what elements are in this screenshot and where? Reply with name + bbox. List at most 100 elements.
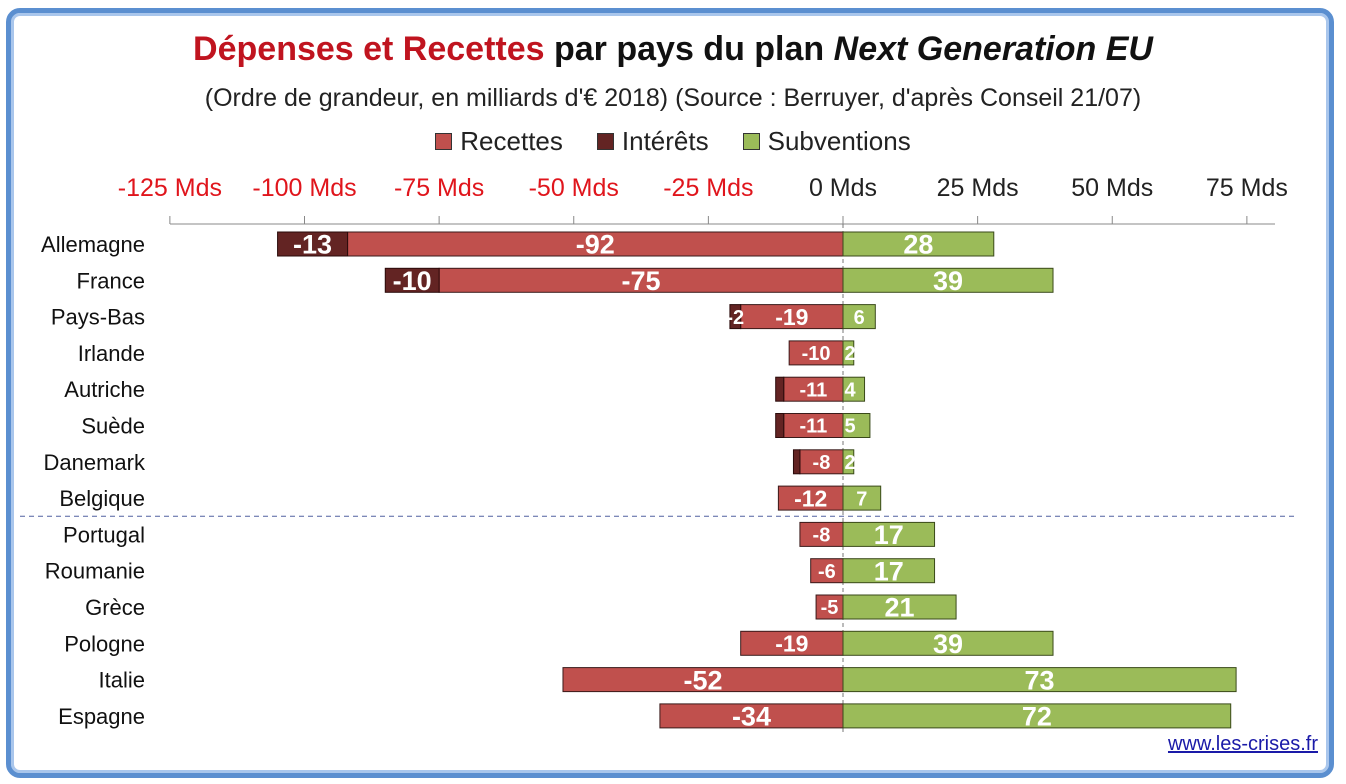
label-subventions: 39 xyxy=(933,266,963,296)
category-label: Pologne xyxy=(64,631,145,656)
label-recettes: -19 xyxy=(775,304,808,330)
label-subventions: 2 xyxy=(844,452,855,474)
bar-interets xyxy=(729,304,742,330)
legend-item-recettes: Recettes xyxy=(435,126,563,157)
bar-subventions xyxy=(842,267,1054,293)
label-subventions: 7 xyxy=(856,488,867,510)
bar-subventions xyxy=(842,630,1054,656)
bar-subventions xyxy=(842,703,1232,729)
category-label: Espagne xyxy=(58,704,145,729)
category-label: Allemagne xyxy=(41,232,145,257)
category-label: Grèce xyxy=(85,595,145,620)
title-middle-part: par pays du plan xyxy=(544,30,834,68)
label-interets: -2 xyxy=(726,307,744,329)
label-subventions: 28 xyxy=(903,230,933,260)
label-subventions: 72 xyxy=(1022,702,1052,732)
bar-subventions xyxy=(842,340,855,366)
label-interets: -13 xyxy=(293,230,332,260)
label-recettes: -10 xyxy=(802,343,831,365)
legend-label-interets: Intérêts xyxy=(621,126,709,156)
bar-interets xyxy=(277,231,349,257)
bar-recettes xyxy=(347,231,844,257)
bar-subventions xyxy=(842,304,876,330)
bar-interets xyxy=(775,413,785,438)
legend-label-recettes: Recettes xyxy=(460,126,563,156)
label-interets: -10 xyxy=(393,266,432,296)
legend-swatch-interets xyxy=(596,133,614,150)
bar-subventions xyxy=(842,485,882,511)
label-subventions: 5 xyxy=(844,416,855,438)
category-label: Belgique xyxy=(59,486,145,511)
credit-link[interactable]: www.les-crises.fr xyxy=(1167,733,1318,755)
bar-recettes xyxy=(777,485,844,511)
x-tick-label: -25 Mds xyxy=(663,174,753,202)
bar-subventions xyxy=(842,558,936,584)
bar-recettes xyxy=(438,267,844,293)
label-subventions: 73 xyxy=(1025,665,1055,695)
label-subventions: 4 xyxy=(844,379,856,401)
category-label: Autriche xyxy=(64,377,145,402)
label-recettes: -75 xyxy=(622,266,661,296)
x-tick-label: 75 Mds xyxy=(1206,174,1288,202)
label-recettes: -8 xyxy=(813,452,831,474)
label-subventions: 17 xyxy=(874,556,904,586)
bar-interets xyxy=(792,449,801,475)
label-subventions: 39 xyxy=(933,629,963,659)
legend-label-subventions: Subventions xyxy=(767,126,911,156)
category-label: Pays-Bas xyxy=(51,305,145,330)
chart-title: Dépenses et Recettes par pays du plan Ne… xyxy=(0,30,1346,69)
bar-recettes xyxy=(788,340,844,366)
category-label: Italie xyxy=(99,668,145,693)
legend-swatch-recettes xyxy=(435,133,453,150)
label-recettes: -12 xyxy=(794,485,827,511)
bar-recettes xyxy=(659,703,844,729)
label-recettes: -6 xyxy=(818,561,836,583)
category-label: Danemark xyxy=(44,450,146,475)
bar-recettes xyxy=(815,594,844,620)
bar-interets xyxy=(775,376,785,402)
legend-item-subventions: Subventions xyxy=(742,126,911,157)
legend-item-interets: Intérêts xyxy=(596,126,709,157)
legend: Recettes Intérêts Subventions xyxy=(0,126,1346,157)
chart-subtitle: (Ordre de grandeur, en milliards d'€ 201… xyxy=(204,84,1142,112)
x-tick-label: -75 Mds xyxy=(394,174,484,202)
bar-recettes xyxy=(810,558,844,584)
bar-interets xyxy=(384,267,440,293)
bar-subventions xyxy=(842,449,855,475)
label-recettes: -5 xyxy=(821,597,839,619)
x-tick-label: -100 Mds xyxy=(252,174,356,202)
legend-swatch-subventions xyxy=(742,133,760,150)
label-recettes: -8 xyxy=(813,525,831,547)
label-recettes: -19 xyxy=(775,631,808,657)
chart-frame xyxy=(6,8,1334,778)
label-recettes: -11 xyxy=(799,379,827,401)
label-recettes: -52 xyxy=(683,665,722,695)
category-label: Portugal xyxy=(63,522,145,547)
bar-recettes xyxy=(799,521,844,547)
label-subventions: 17 xyxy=(874,520,904,550)
title-italic-part: Next Generation EU xyxy=(833,30,1153,68)
label-subventions: 2 xyxy=(844,343,855,365)
bar-subventions xyxy=(842,376,866,402)
bar-subventions xyxy=(842,594,957,620)
bar-recettes xyxy=(740,630,844,656)
label-recettes: -34 xyxy=(732,702,771,732)
category-label: Irlande xyxy=(78,341,145,366)
x-tick-label: -125 Mds xyxy=(118,174,222,202)
bar-subventions xyxy=(842,521,936,547)
x-tick-label: 50 Mds xyxy=(1071,174,1153,202)
category-label: Suède xyxy=(81,414,145,439)
category-label: Roumanie xyxy=(45,559,145,584)
label-recettes: -92 xyxy=(576,230,615,260)
label-recettes: -11 xyxy=(799,416,827,438)
bar-subventions xyxy=(842,413,871,438)
title-red-part: Dépenses et Recettes xyxy=(193,30,545,68)
x-tick-label: 25 Mds xyxy=(937,174,1019,202)
bar-subventions xyxy=(842,231,995,257)
bar-recettes xyxy=(562,667,844,693)
bar-recettes xyxy=(799,449,844,475)
label-subventions: 6 xyxy=(854,307,865,329)
x-tick-label: -50 Mds xyxy=(529,174,619,202)
label-subventions: 21 xyxy=(885,593,915,623)
